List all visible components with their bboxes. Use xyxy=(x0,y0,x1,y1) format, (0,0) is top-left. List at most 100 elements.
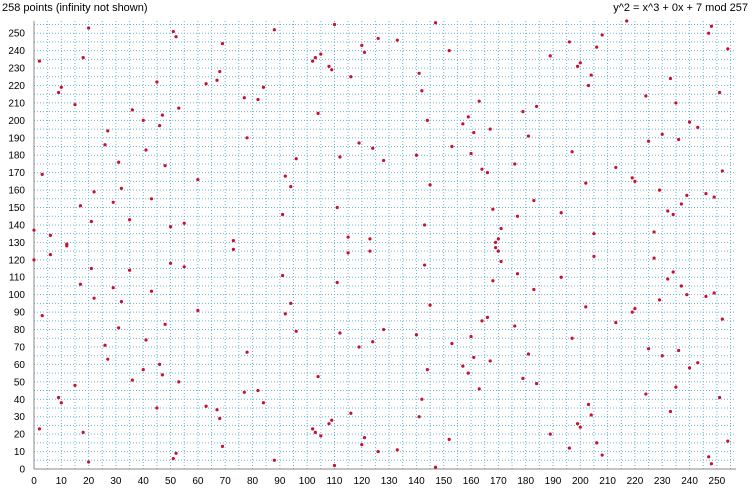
curve-point xyxy=(600,33,604,37)
curve-point xyxy=(106,357,110,361)
curve-point xyxy=(499,226,503,231)
curve-point xyxy=(177,106,181,110)
y-axis-ticks: 0 10 20 30 40 50 60 70 80 90 100 110 120 130 140 150 160… xyxy=(8,29,25,476)
y-tick-label: 90 xyxy=(14,308,26,319)
curve-point xyxy=(177,380,181,384)
curve-point xyxy=(567,40,571,44)
x-tick-label: 180 xyxy=(517,476,534,487)
y-tick-label: 140 xyxy=(8,220,25,231)
curve-point xyxy=(712,195,716,199)
curve-point xyxy=(726,439,730,443)
x-tick-label: 120 xyxy=(353,476,370,487)
curve-point xyxy=(78,282,83,286)
curve-point xyxy=(106,129,110,133)
curve-point xyxy=(171,29,175,34)
curve-point xyxy=(707,31,711,35)
x-axis-ticks: 0 10 20 30 40 50 60 70 80 90 100 110 120 130 140 150 160… xyxy=(31,476,725,487)
curve-point xyxy=(586,402,591,407)
curve-point xyxy=(720,317,724,321)
curve-point xyxy=(515,272,520,276)
curve-point xyxy=(499,259,503,264)
x-tick-label: 210 xyxy=(599,476,616,487)
curve-point xyxy=(447,437,451,441)
x-tick-label: 80 xyxy=(247,476,259,487)
curve-point xyxy=(316,375,320,379)
curve-point xyxy=(220,444,225,448)
curve-point xyxy=(103,343,107,347)
x-tick-label: 60 xyxy=(192,476,204,487)
curve-point xyxy=(280,273,285,278)
curve-point xyxy=(119,186,124,190)
curve-point xyxy=(280,212,285,217)
curve-point xyxy=(218,416,222,421)
curve-point xyxy=(575,64,580,68)
curve-point xyxy=(614,165,618,170)
curve-point xyxy=(37,59,42,63)
curve-point xyxy=(491,279,495,283)
curve-point xyxy=(332,22,337,27)
curve-point xyxy=(644,94,648,98)
curve-equation-label: y^2 = x^3 + 0x + 7 mod 257 xyxy=(613,2,748,14)
point-count-label: 258 points (infinity not shown) xyxy=(2,2,148,14)
curve-point xyxy=(513,324,517,328)
curve-point xyxy=(155,80,159,84)
x-tick-label: 90 xyxy=(274,476,286,487)
curve-point xyxy=(338,155,342,159)
curve-point xyxy=(231,247,236,251)
curve-point xyxy=(532,287,536,292)
curve-point xyxy=(633,179,637,183)
curve-point xyxy=(595,441,599,445)
curve-point xyxy=(272,458,276,462)
curve-point xyxy=(103,143,107,147)
y-tick-label: 210 xyxy=(8,98,25,109)
curve-point xyxy=(196,308,200,312)
curve-point xyxy=(570,150,574,154)
curve-point xyxy=(704,191,708,196)
y-tick-label: 10 xyxy=(14,447,26,458)
curve-point xyxy=(477,387,481,391)
curve-point xyxy=(371,340,375,344)
curve-point xyxy=(111,286,115,290)
curve-point xyxy=(584,181,588,185)
y-tick-label: 230 xyxy=(8,64,25,75)
x-tick-label: 190 xyxy=(545,476,562,487)
curve-point xyxy=(696,361,700,365)
curve-point xyxy=(559,211,563,215)
x-tick-label: 0 xyxy=(31,476,37,487)
curve-point xyxy=(472,355,476,360)
y-tick-label: 200 xyxy=(8,116,25,127)
curve-point xyxy=(685,193,689,197)
curve-point xyxy=(37,427,42,431)
y-tick-label: 220 xyxy=(8,81,25,92)
curve-point xyxy=(485,315,490,319)
curve-point xyxy=(59,85,63,89)
points xyxy=(32,19,730,469)
curve-point xyxy=(589,73,593,77)
curve-point xyxy=(491,207,495,211)
curve-point xyxy=(687,366,692,370)
curve-point xyxy=(709,462,714,466)
y-tick-label: 170 xyxy=(8,168,25,179)
curve-point xyxy=(423,223,427,227)
x-tick-label: 150 xyxy=(435,476,452,487)
curve-point xyxy=(327,422,331,426)
curve-point xyxy=(182,265,186,269)
curve-point xyxy=(660,132,664,136)
curve-point xyxy=(376,36,380,41)
curve-point xyxy=(256,97,260,102)
curve-point xyxy=(242,390,246,394)
curve-point xyxy=(32,228,36,232)
x-tick-label: 30 xyxy=(110,476,122,487)
curve-point xyxy=(204,404,208,408)
curve-point xyxy=(335,205,339,210)
curve-point xyxy=(48,233,52,238)
curve-point xyxy=(338,331,342,335)
x-tick-label: 10 xyxy=(56,476,68,487)
curve-point xyxy=(204,82,208,86)
curve-point xyxy=(485,171,490,175)
plot-frame xyxy=(33,21,736,470)
x-tick-label: 130 xyxy=(381,476,398,487)
curve-point xyxy=(294,329,298,333)
curve-point xyxy=(360,43,364,48)
curve-point xyxy=(117,326,121,330)
